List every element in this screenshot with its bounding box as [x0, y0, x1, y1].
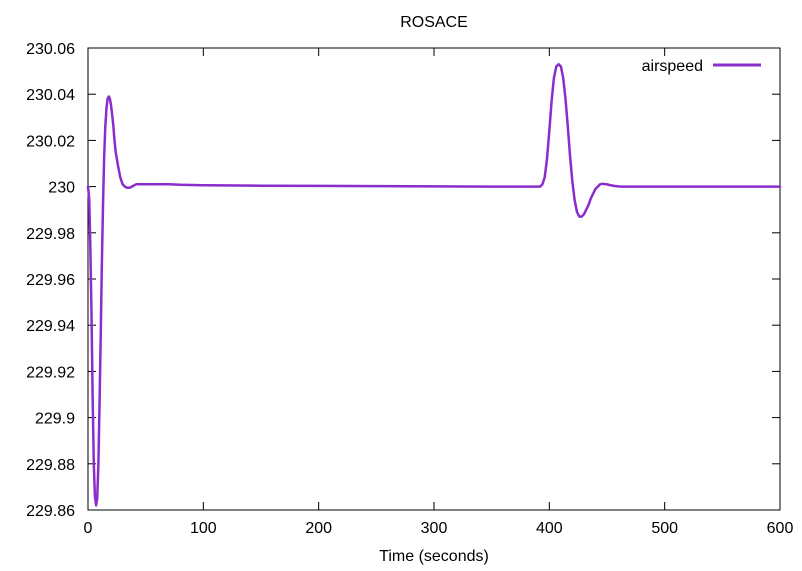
- y-tick-label: 230.06: [26, 41, 75, 58]
- x-axis-title: Time (seconds): [379, 548, 489, 565]
- y-tick-label: 229.98: [26, 226, 75, 243]
- y-tick-label: 229.96: [26, 272, 75, 289]
- series-layer: [86, 62, 782, 507]
- x-tick-label: 400: [536, 520, 563, 537]
- x-tick-label: 200: [305, 520, 332, 537]
- y-tick-label: 229.92: [26, 364, 75, 381]
- plot-frame: [87, 47, 781, 511]
- x-tick-label: 500: [651, 520, 678, 537]
- ticks-layer: 0 100 200 300 400 500 600 229.86 229.88 229.9 229.…: [26, 41, 793, 537]
- chart-title: ROSACE: [400, 14, 468, 31]
- y-tick-label: 230: [48, 180, 75, 197]
- x-tick-label: 300: [421, 520, 448, 537]
- y-tick-label: 229.86: [26, 503, 75, 520]
- y-tick-label: 229.88: [26, 457, 75, 474]
- y-tick-label: 229.94: [26, 318, 75, 335]
- y-tick-label: 230.02: [26, 133, 75, 150]
- series-line-airspeed: [86, 62, 782, 507]
- legend: airspeed: [642, 58, 761, 75]
- y-tick-label: 229.9: [35, 411, 75, 428]
- x-tick-label: 600: [767, 520, 794, 537]
- x-tick-label: 100: [190, 520, 217, 537]
- legend-label-airspeed: airspeed: [642, 58, 703, 75]
- x-tick-label: 0: [84, 520, 93, 537]
- y-tick-label: 230.04: [26, 87, 75, 104]
